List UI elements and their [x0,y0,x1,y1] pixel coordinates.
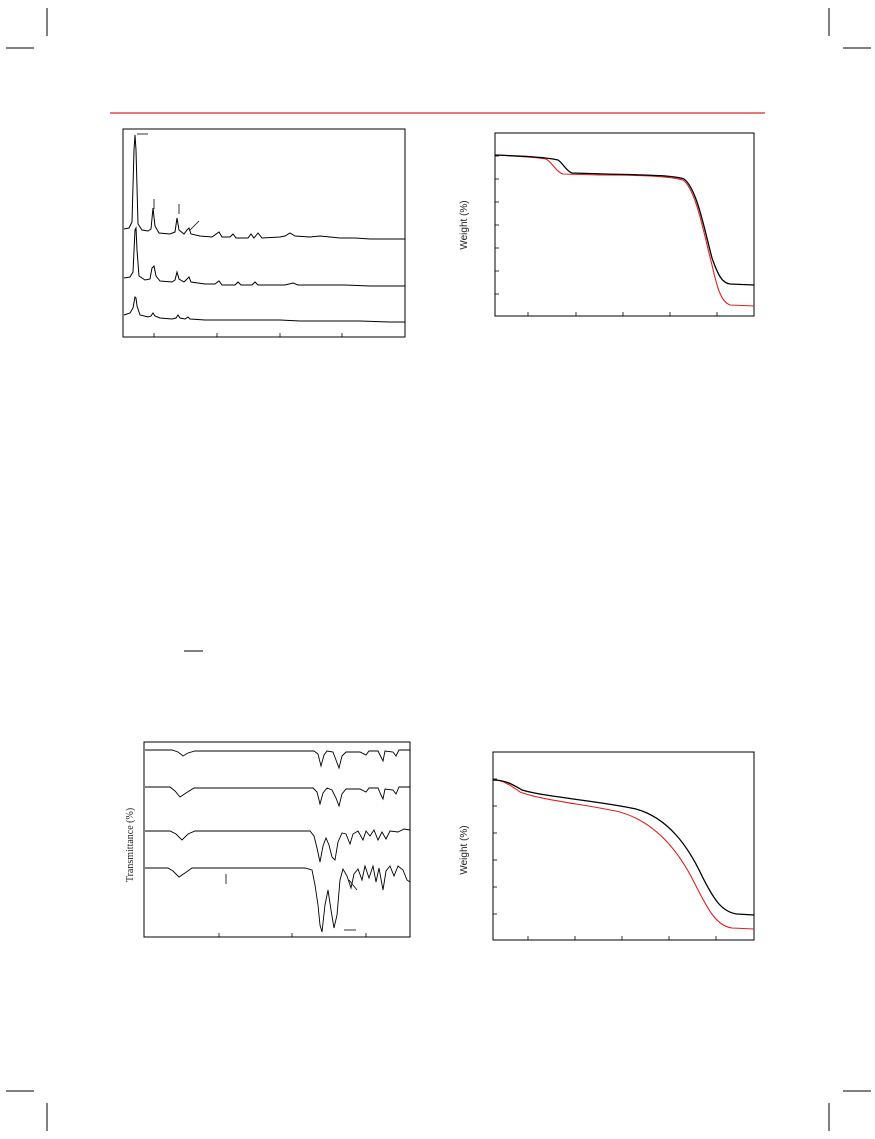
tga-bottom-red-line [492,779,755,930]
ftir-ylabel: Transmittance (%) [125,808,136,882]
xrd-series-3-line [123,295,405,323]
tga-bottom-y-ticks [493,778,497,915]
tga-top-black-line [494,154,755,286]
tga-top-x-ticks [527,312,718,316]
tga-top-figure: Weight (%) [459,132,755,317]
ftir-plot-frame [143,741,411,938]
ftir-series-3-line [145,828,411,863]
ftir-series-1-line [145,749,410,770]
ftir-figure: Transmittance (%) [125,741,411,938]
xrd-series-2-line [123,226,405,287]
ftir-annotation-marks [225,874,358,931]
xrd-plot-frame [122,128,406,338]
xrd-annotation-marks [137,133,200,231]
ftir-x-ticks [218,933,367,937]
tga-top-y-ticks [495,155,499,295]
crop-marks [6,8,871,1131]
tga-bottom-figure: Weight (%) [459,751,755,941]
tga-top-red-line [494,154,755,307]
tga-bottom-ylabel: Weight (%) [459,825,470,874]
ftir-series-2-line [145,786,410,808]
tga-top-plot-frame [494,132,755,317]
xrd-x-ticks [153,333,406,337]
xrd-series-1-line [123,134,405,240]
tga-bottom-plot-frame [492,751,755,941]
ftir-series-4-line [145,864,411,933]
tga-bottom-x-ticks [527,936,717,940]
xrd-figure [122,128,406,338]
tga-bottom-black-line [492,779,755,916]
tga-top-ylabel: Weight (%) [459,200,470,249]
